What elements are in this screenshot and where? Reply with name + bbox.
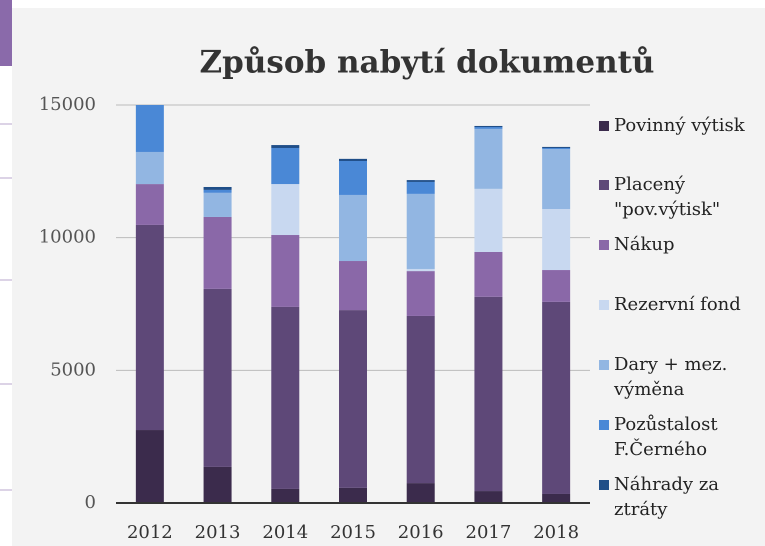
bar-segment (135, 184, 164, 225)
bar-segment (271, 235, 300, 307)
legend-swatch (599, 300, 609, 310)
bar-segment (339, 160, 367, 195)
legend-label: Povinný výtisk (614, 115, 745, 136)
bar-segment (271, 147, 300, 185)
legend-swatch (599, 121, 609, 131)
table-edge (0, 0, 12, 546)
legend-label: Rezervní fond (614, 294, 741, 315)
bar-segment (339, 158, 367, 161)
legend-swatch (599, 420, 609, 430)
bar-segment (406, 483, 435, 503)
x-tick-label: 2018 (533, 522, 579, 543)
bar-segment (203, 192, 232, 217)
bar-segment (203, 186, 232, 190)
bar-segment (406, 180, 435, 182)
y-tick-label: 0 (85, 492, 96, 513)
bar-segment (542, 209, 571, 271)
legend-label: Náhrady za ztráty (614, 474, 720, 520)
legend-entry: Náhrady za ztráty (599, 472, 764, 522)
bar-segment (135, 105, 164, 152)
bar-segment (339, 310, 367, 488)
bar-segment (406, 268, 435, 272)
x-tick-label: 2012 (127, 522, 173, 543)
y-tick-label: 5000 (50, 359, 96, 380)
bar-segment (474, 251, 503, 297)
bar-segment (135, 430, 164, 503)
bar-segment (474, 125, 503, 128)
bar-segment (542, 493, 571, 503)
chart-title: Způsob nabytí dokumentů (200, 45, 655, 81)
legend-entry: Nákup (599, 232, 764, 257)
bar-segment (474, 491, 503, 503)
legend-entry: Placený "pov.výtisk" (599, 172, 764, 222)
bar-segment (203, 216, 232, 289)
bar-segment (339, 194, 367, 262)
legend-swatch (599, 360, 609, 370)
bar-segment (203, 466, 232, 503)
x-tick-label: 2015 (330, 522, 376, 543)
bar-segment (406, 271, 435, 316)
bar-segment (542, 301, 571, 494)
bar-segment (542, 270, 571, 302)
y-tick-label: 10000 (39, 227, 96, 248)
bar-segment (135, 224, 164, 431)
bar-segment (271, 184, 300, 236)
legend-label: Placený "pov.výtisk" (614, 174, 721, 220)
bar-segment (474, 128, 503, 189)
bar-segment (203, 189, 232, 193)
chart-background (12, 8, 765, 546)
bar-segment (406, 181, 435, 194)
x-tick-label: 2016 (398, 522, 444, 543)
bar-segment (474, 188, 503, 252)
bar-segment (406, 193, 435, 269)
x-tick-label: 2014 (262, 522, 308, 543)
legend-entry: Povinný výtisk (599, 113, 764, 138)
table-header (0, 0, 12, 66)
legend-swatch (599, 240, 609, 250)
bar-segment (339, 487, 367, 503)
legend-label: Pozůstalost F.Černého (614, 414, 718, 460)
bar-segment (474, 127, 503, 129)
bar-segment (271, 488, 300, 503)
bar-segment (406, 315, 435, 484)
bar-segment (339, 261, 367, 311)
legend-swatch (599, 480, 609, 490)
legend-entry: Pozůstalost F.Černého (599, 412, 764, 462)
legend-label: Nákup (614, 234, 675, 255)
bar-segment (271, 145, 300, 148)
bar-segment (203, 288, 232, 467)
bar-segment (542, 146, 571, 148)
legend-swatch (599, 180, 609, 190)
legend-entry: Rezervní fond (599, 292, 764, 317)
bar-segment (474, 296, 503, 492)
legend-label: Dary + mez. výměna (614, 354, 728, 400)
x-tick-label: 2013 (195, 522, 241, 543)
bar-segment (542, 149, 571, 210)
bar-segment (271, 306, 300, 489)
bar-segment (135, 151, 164, 185)
legend-entry: Dary + mez. výměna (599, 352, 764, 402)
x-tick-label: 2017 (466, 522, 512, 543)
bar-segment (542, 147, 571, 150)
y-tick-label: 15000 (39, 94, 96, 115)
